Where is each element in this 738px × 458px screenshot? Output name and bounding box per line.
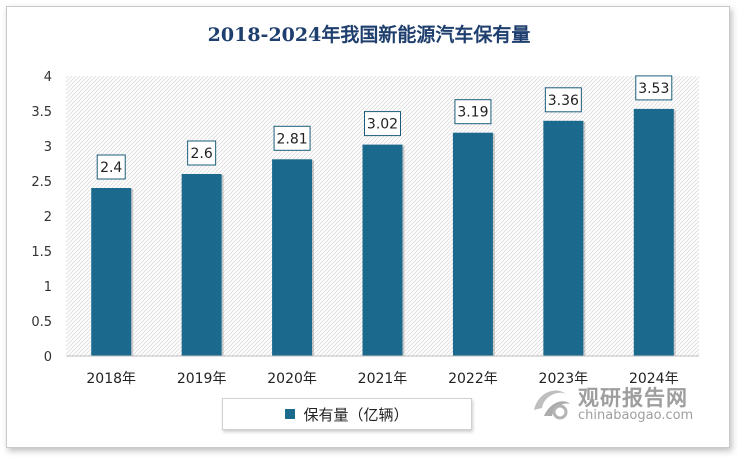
bar [91,188,132,356]
x-tick-label: 2021年 [358,371,408,387]
watermark: 观研报告网 chinabaogao.com [530,380,730,430]
chart-title: 2018-2024年我国新能源汽车保有量 [207,24,531,46]
data-label: 2.81 [276,131,307,147]
bar [272,159,313,356]
y-tick-label: 3.5 [31,105,52,120]
data-label-box [364,111,401,137]
data-label-box [544,87,582,113]
data-label: 3.36 [548,93,579,109]
y-tick-label: 2 [44,210,52,225]
y-tick-label: 1.5 [31,245,52,260]
x-tick-label: 2019年 [177,371,227,387]
legend-swatch [285,409,296,419]
watermark-name: 观研报告网 [578,386,688,410]
data-label: 2.6 [191,146,213,162]
y-axis: 0 0.5 1 1.5 2 2.5 3 3.5 4 [31,70,52,365]
y-tick-label: 1 [44,280,52,295]
data-label: 3.53 [638,81,669,97]
bar [543,120,584,356]
x-tick-label: 2018年 [86,371,136,387]
bar [633,108,674,357]
y-tick-label: 0 [44,350,52,365]
y-tick-label: 4 [44,70,52,85]
watermark-logo-icon [534,390,570,420]
y-tick-label: 3 [44,140,52,155]
legend-label: 保有量（亿辆） [303,405,409,424]
data-label-box [273,125,311,151]
bar [181,174,222,356]
data-label: 3.19 [457,105,488,121]
x-axis: 2018年 2019年 2020年 2021年 2022年 2023年 2024年 [86,371,678,387]
x-tick-label: 2022年 [448,371,498,387]
bars: 2.4 2.6 2.81 3.02 3.19 3.36 3.53 [91,75,676,357]
data-label-box [96,154,126,180]
data-label: 2.4 [100,160,122,176]
data-label-box [187,140,217,166]
x-tick-label: 2024年 [629,371,679,387]
data-label: 3.02 [367,117,398,133]
y-tick-label: 0.5 [31,315,52,330]
data-label-box [454,99,492,125]
y-tick-label: 2.5 [31,175,52,190]
watermark-url: chinabaogao.com [578,408,694,423]
x-tick-label: 2023年 [539,371,589,387]
bar [362,144,403,356]
legend: 保有量（亿辆） [222,398,472,430]
data-label-box [635,75,673,101]
bar [452,132,493,356]
x-tick-label: 2020年 [267,371,317,387]
